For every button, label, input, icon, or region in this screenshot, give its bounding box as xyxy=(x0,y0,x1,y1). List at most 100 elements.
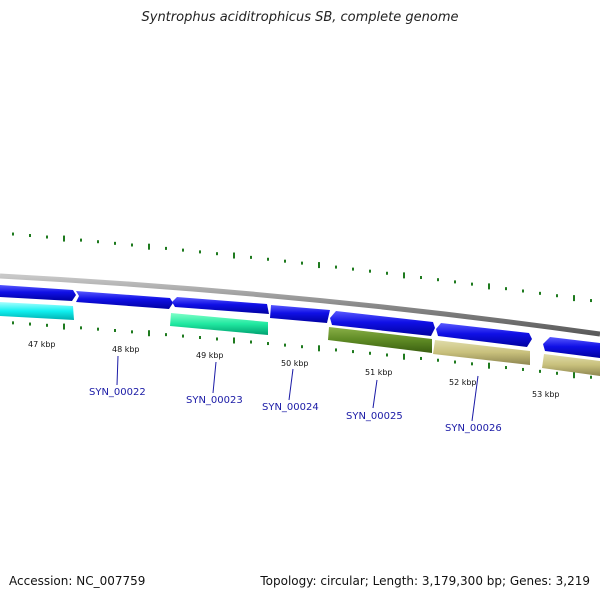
ruler-tick xyxy=(335,265,337,269)
ruler-tick xyxy=(369,269,371,273)
ruler-tick xyxy=(148,243,150,250)
gene-label-syn-00026[interactable]: SYN_00026 xyxy=(445,423,502,434)
leader-line xyxy=(471,375,479,422)
ruler-tick xyxy=(437,358,439,362)
ruler-tick xyxy=(250,255,252,259)
ruler-tick xyxy=(573,372,575,379)
gene-cyan xyxy=(0,302,74,320)
kbp-label: 49 kbp xyxy=(196,351,224,360)
ruler-tick xyxy=(403,272,405,279)
ruler-tick xyxy=(573,295,575,302)
gene-teal xyxy=(170,313,268,335)
ruler-tick xyxy=(267,257,269,261)
ruler-tick xyxy=(97,240,99,244)
gene-forward xyxy=(330,311,435,336)
leader-line xyxy=(212,361,217,394)
gene-olive xyxy=(328,327,432,353)
backbone xyxy=(0,273,600,337)
ruler-tick xyxy=(539,369,541,373)
map-title: Syntrophus aciditrophicus SB, complete g… xyxy=(141,10,459,25)
ruler-tick xyxy=(522,367,524,371)
outer-ruler xyxy=(12,232,592,303)
ruler-tick xyxy=(12,232,14,236)
kbp-label: 51 kbp xyxy=(365,368,393,377)
ruler-tick xyxy=(420,276,422,280)
ruler-tick xyxy=(437,278,439,282)
leader-line xyxy=(372,379,378,409)
ruler-tick xyxy=(284,259,286,263)
gene-forward xyxy=(436,323,532,347)
forward-genes xyxy=(0,285,600,358)
gene-forward xyxy=(0,285,76,301)
gene-label-syn-00023[interactable]: SYN_00023 xyxy=(186,395,243,406)
ruler-tick xyxy=(46,323,48,327)
ruler-tick xyxy=(114,328,116,332)
ruler-tick xyxy=(556,294,558,298)
topology-text: Topology: circular; Length: 3,179,300 bp… xyxy=(260,574,590,588)
ruler-tick xyxy=(488,362,490,369)
ruler-tick xyxy=(80,326,82,330)
ruler-tick xyxy=(63,235,65,242)
ruler-tick xyxy=(165,246,167,250)
ruler-tick xyxy=(216,337,218,341)
ruler-tick xyxy=(199,336,201,340)
ruler-tick xyxy=(505,366,507,370)
ruler-tick xyxy=(335,348,337,352)
ruler-tick xyxy=(284,343,286,347)
colored-genes xyxy=(0,302,600,376)
ruler-tick xyxy=(301,261,303,265)
ruler-tick xyxy=(590,375,592,379)
kbp-label: 50 kbp xyxy=(281,359,309,368)
ruler-tick xyxy=(97,327,99,331)
gene-labels: SYN_00022 SYN_00023 SYN_00024 SYN_00025 … xyxy=(89,387,502,434)
gene-callouts xyxy=(116,355,479,422)
accession-text: Accession: NC_007759 xyxy=(9,574,146,588)
ruler-tick xyxy=(471,282,473,286)
ruler-tick xyxy=(454,280,456,284)
gene-label-syn-00025[interactable]: SYN_00025 xyxy=(346,411,403,422)
ruler-tick xyxy=(267,342,269,346)
ruler-tick xyxy=(46,235,48,239)
kbp-label: 53 kbp xyxy=(532,390,560,399)
gene-forward xyxy=(172,297,269,314)
gene-tan xyxy=(433,340,530,365)
kbp-labels: 47 kbp 48 kbp 49 kbp 50 kbp 51 kbp 52 kb… xyxy=(28,340,560,399)
ruler-tick xyxy=(29,234,31,238)
leader-line xyxy=(288,368,294,401)
ruler-tick xyxy=(182,248,184,252)
ruler-tick xyxy=(386,271,388,275)
ruler-tick xyxy=(12,321,14,325)
ruler-tick xyxy=(216,252,218,256)
gene-label-syn-00022[interactable]: SYN_00022 xyxy=(89,387,146,398)
ruler-tick xyxy=(386,353,388,357)
ruler-tick xyxy=(131,243,133,247)
gene-label-syn-00024[interactable]: SYN_00024 xyxy=(262,402,319,413)
ruler-tick xyxy=(590,299,592,303)
ruler-tick xyxy=(131,330,133,334)
ruler-tick xyxy=(233,337,235,344)
ruler-tick xyxy=(29,322,31,326)
gene-forward xyxy=(543,337,600,358)
ruler-tick xyxy=(182,334,184,338)
ruler-tick xyxy=(471,362,473,366)
ruler-tick xyxy=(488,283,490,290)
ruler-tick xyxy=(199,250,201,254)
ruler-tick xyxy=(505,287,507,291)
ruler-tick xyxy=(539,291,541,295)
ruler-tick xyxy=(318,262,320,269)
gene-forward xyxy=(270,305,330,323)
ruler-tick xyxy=(165,333,167,337)
inner-ruler xyxy=(12,321,592,379)
kbp-label: 52 kbp xyxy=(449,378,477,387)
ruler-tick xyxy=(250,340,252,344)
ruler-tick xyxy=(420,356,422,360)
ruler-tick xyxy=(369,351,371,355)
ruler-tick xyxy=(148,330,150,337)
ruler-tick xyxy=(80,238,82,242)
gene-tan xyxy=(542,354,600,376)
ruler-tick xyxy=(114,241,116,245)
ruler-tick xyxy=(556,371,558,375)
ruler-tick xyxy=(352,350,354,354)
ruler-tick xyxy=(63,323,65,330)
